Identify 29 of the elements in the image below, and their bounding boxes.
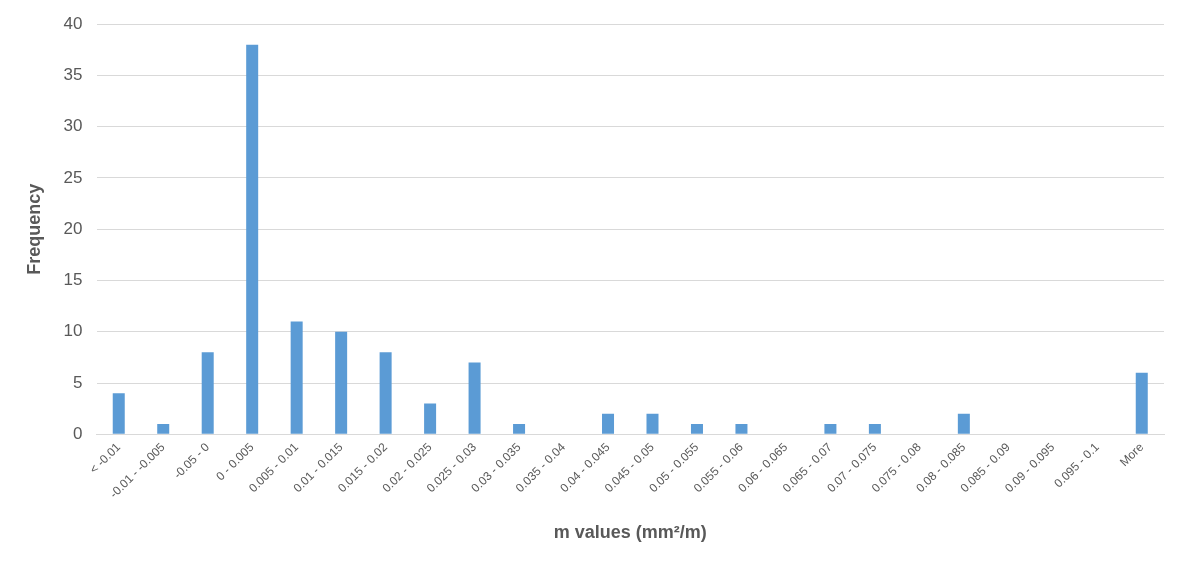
y-tick-label: 10 <box>63 321 83 341</box>
y-tick-label: 30 <box>63 116 83 136</box>
bar <box>290 321 303 434</box>
bar <box>868 424 881 434</box>
bar <box>513 424 526 434</box>
bar <box>690 424 703 434</box>
y-tick-label: 15 <box>63 270 83 290</box>
y-axis-title: Frequency <box>23 183 44 275</box>
y-tick-label: 5 <box>73 372 83 392</box>
bar <box>157 424 170 434</box>
bar <box>112 393 125 434</box>
x-axis-title: m values (mm²/m) <box>553 522 707 543</box>
bar <box>957 413 970 434</box>
y-tick-label: 0 <box>73 423 83 443</box>
bar <box>824 424 837 434</box>
bar <box>602 413 615 434</box>
y-tick-label: 40 <box>63 13 83 33</box>
bar <box>424 403 437 434</box>
y-tick-label: 35 <box>63 65 83 85</box>
bar <box>379 352 392 434</box>
bar <box>646 413 659 434</box>
bar <box>468 362 481 434</box>
bar <box>246 44 259 434</box>
y-tick-label: 25 <box>63 167 83 187</box>
bar <box>1135 372 1148 434</box>
bar <box>735 424 748 434</box>
bar <box>201 352 214 434</box>
y-tick-label: 20 <box>63 218 83 238</box>
bar <box>335 331 348 434</box>
